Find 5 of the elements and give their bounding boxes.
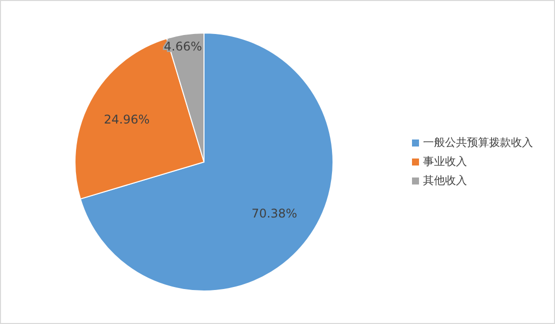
data-label: 70.38% [251,206,298,221]
data-label: 24.96% [104,112,150,127]
legend-label: 其他收入 [423,174,467,188]
legend-label: 事业收入 [423,155,467,168]
legend-label: 一般公共预算拨款收入 [423,136,533,150]
